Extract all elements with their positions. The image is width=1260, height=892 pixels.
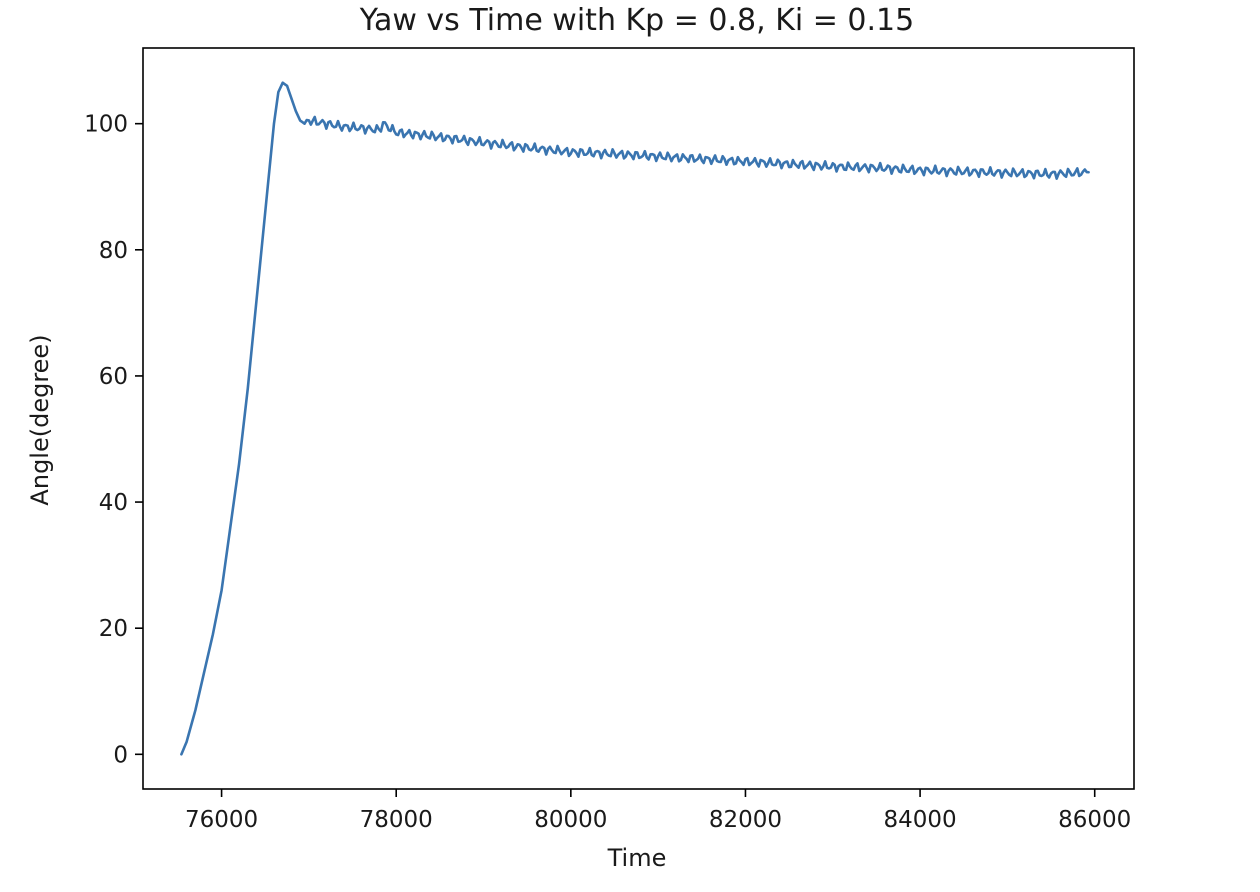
y-tick-label: 80 bbox=[99, 238, 128, 264]
x-axis-ticks: 76000 78000 80000 82000 84000 86000 bbox=[185, 789, 1131, 833]
x-tick-label: 84000 bbox=[883, 807, 956, 833]
x-tick-label: 78000 bbox=[360, 807, 433, 833]
x-tick-label: 86000 bbox=[1058, 807, 1131, 833]
chart-title: Yaw vs Time with Kp = 0.8, Ki = 0.15 bbox=[359, 3, 914, 38]
x-tick-label: 82000 bbox=[709, 807, 782, 833]
series-group bbox=[180, 81, 1090, 756]
y-tick-label: 20 bbox=[99, 616, 128, 642]
y-tick-label: 100 bbox=[84, 112, 128, 138]
y-tick-label: 0 bbox=[113, 742, 128, 768]
x-tick-label: 76000 bbox=[185, 807, 258, 833]
plot-area-frame bbox=[142, 47, 1135, 790]
y-axis-ticks: 0 20 40 60 80 100 bbox=[84, 112, 143, 768]
y-tick-label: 60 bbox=[99, 364, 128, 390]
y-axis-label: Angle(degree) bbox=[26, 334, 54, 505]
y-tick-label: 40 bbox=[99, 490, 128, 516]
x-tick-label: 80000 bbox=[534, 807, 607, 833]
x-axis-label: Time bbox=[607, 844, 667, 872]
yaw-series-line bbox=[180, 81, 1090, 756]
